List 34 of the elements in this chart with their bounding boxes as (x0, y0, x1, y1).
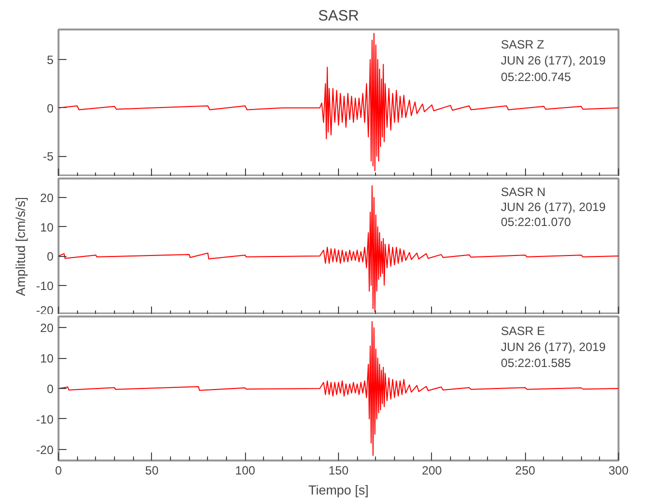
annotation: SASR N (500, 184, 546, 199)
x-tick-label: 100 (235, 464, 256, 478)
y-tick-label: -20 (36, 442, 54, 457)
x-axis-title: Tiempo [s] (308, 482, 369, 498)
x-tick-label: 0 (55, 464, 62, 478)
y-tick-label: 20 (40, 191, 54, 206)
y-tick-label: 0 (46, 101, 54, 116)
annotation: 05:22:00.745 (500, 70, 572, 84)
y-tick-label: 10 (40, 220, 54, 234)
y-tick-label: 10 (40, 352, 54, 366)
line-series (58, 32, 618, 172)
x-tick-label: 300 (608, 464, 629, 478)
chart-title: SASR (318, 8, 360, 24)
annotation: SASR E (500, 324, 545, 338)
y-tick-label: -10 (36, 412, 54, 426)
x-tick-label: 200 (422, 464, 442, 478)
y-tick-label: 5 (46, 52, 54, 67)
annotation: JUN 26 (177), 2019 (500, 200, 606, 214)
y-tick-label: 0 (46, 250, 54, 264)
y-tick-label: -5 (42, 150, 54, 164)
x-tick-label: 250 (515, 464, 536, 478)
x-tick-label: 50 (145, 464, 159, 478)
annotation: 05:22:01.585 (500, 356, 572, 370)
x-tick-label: 150 (328, 464, 349, 478)
annotation: JUN 26 (177), 2019 (500, 340, 606, 354)
y-tick-label: -10 (36, 278, 54, 293)
annotation: JUN 26 (177), 2019 (500, 54, 606, 68)
annotation: SASR Z (500, 38, 544, 52)
y-axis-title: Amplitud [cm/s/s] (13, 197, 28, 296)
line-series (58, 185, 618, 312)
line-series (58, 321, 618, 456)
annotation: 05:22:01.070 (500, 214, 572, 229)
y-tick-label: 0 (46, 382, 54, 396)
y-tick-label: 20 (40, 321, 54, 336)
